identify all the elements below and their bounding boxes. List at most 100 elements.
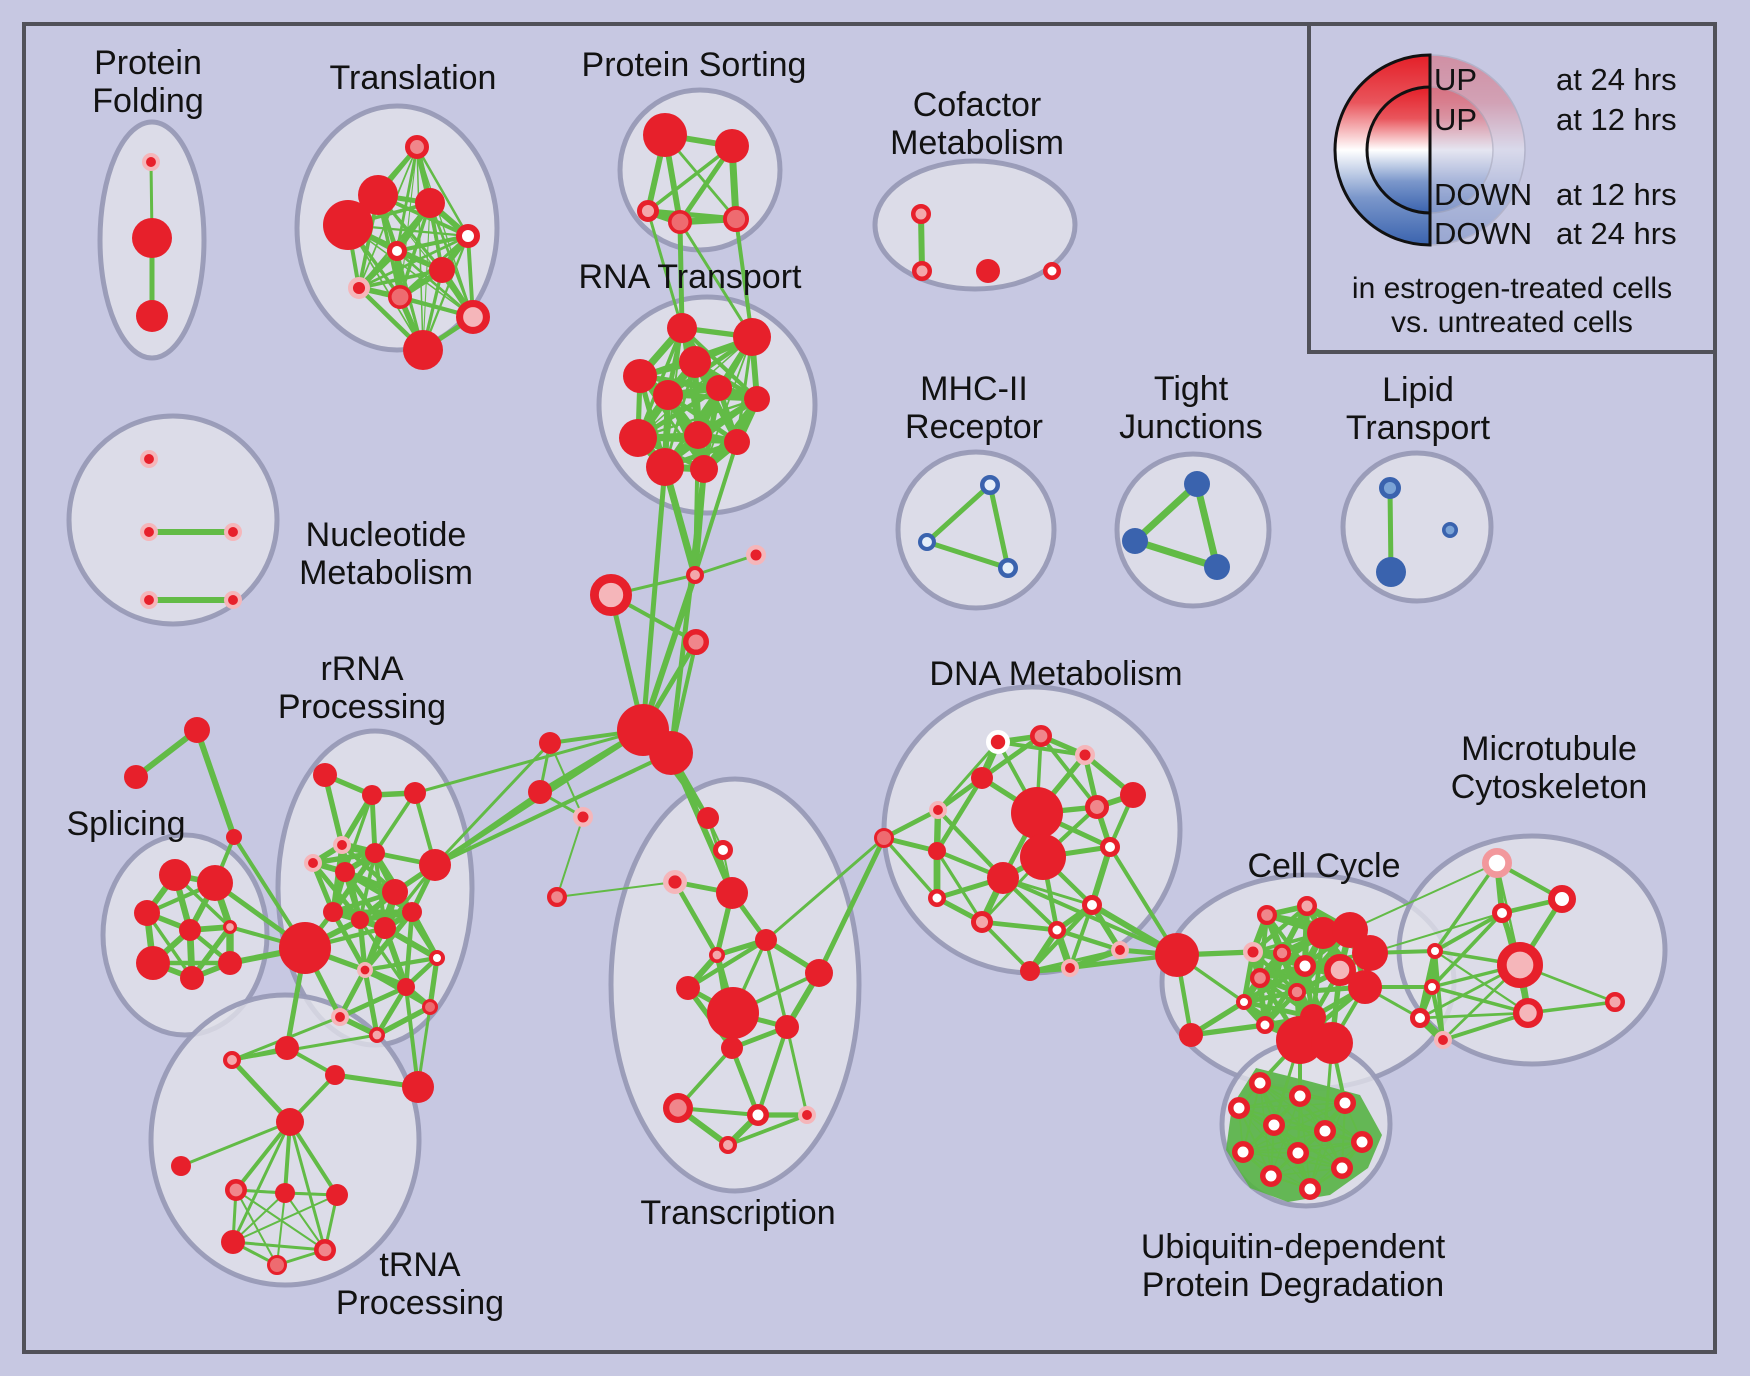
network-node-whiteCenter — [1256, 1016, 1274, 1034]
network-node-blueRing — [918, 533, 937, 552]
legend: UP at 24 hrs UP at 12 hrs DOWN at 12 hrs DOWN a… — [1307, 22, 1717, 354]
cluster-label-cf: Metabolism — [890, 124, 1064, 162]
cluster-label-cc: Cell Cycle — [1247, 847, 1400, 885]
network-node-red — [623, 359, 657, 393]
network-node-pinkRing — [222, 1051, 241, 1070]
network-node-red — [351, 911, 369, 929]
network-node-whiteCenter — [1100, 837, 1120, 857]
network-edge — [987, 482, 1011, 571]
network-node-whiteCenter — [1314, 1120, 1336, 1142]
network-node-whiteCenter — [1299, 1178, 1321, 1200]
network-node-whiteCenter — [429, 950, 445, 966]
network-node-pinkHalo — [356, 961, 373, 978]
network-node-whiteCenter — [387, 241, 407, 261]
network-edge — [934, 775, 985, 854]
network-node-salmonRing — [663, 1093, 694, 1124]
network-edge — [433, 741, 552, 867]
network-node-blue — [1376, 557, 1406, 587]
network-node-salmonRing — [546, 886, 567, 907]
network-node-pinkRing — [636, 200, 659, 223]
network-edge — [726, 1113, 809, 1147]
network-node-pinkHalo — [332, 836, 351, 855]
cluster-label-ub: Protein Degradation — [1142, 1266, 1444, 1304]
network-node-red — [528, 780, 552, 804]
network-node-red — [707, 987, 759, 1039]
network-node-red — [419, 849, 451, 881]
network-node-pinkHalo — [1075, 745, 1095, 765]
cluster-label-mc: Cytoskeleton — [1451, 768, 1648, 806]
cluster-label-pf: Folding — [92, 82, 204, 120]
network-node-red — [706, 375, 732, 401]
network-node-salmon — [422, 999, 438, 1015]
network-edge — [1270, 1102, 1346, 1177]
network-edge — [1188, 1022, 1268, 1038]
cluster-mh-region — [895, 449, 1057, 611]
network-node-red — [171, 1156, 191, 1176]
network-edge — [1028, 953, 1179, 973]
network-node-red — [402, 902, 422, 922]
network-node-pinkCenter — [456, 300, 491, 335]
network-node-red — [724, 429, 750, 455]
network-edge — [1433, 949, 1530, 1015]
network-node-red — [403, 330, 443, 370]
network-node-whiteCenter — [713, 840, 733, 860]
network-node-salmonRing — [1273, 944, 1292, 963]
legend-time-label: at 12 hrs — [1556, 177, 1677, 212]
network-node-pinkRingWhite — [1482, 848, 1512, 878]
network-edge — [1250, 903, 1310, 955]
network-edge — [404, 985, 420, 1089]
network-node-red — [323, 902, 343, 922]
network-edge — [924, 482, 993, 545]
network-edge — [924, 539, 1011, 571]
network-edge — [358, 146, 418, 289]
network-edge — [1238, 1107, 1343, 1169]
network-node-whiteCenter — [1228, 1097, 1250, 1119]
legend-direction-label: UP — [1434, 102, 1477, 137]
legend-box — [1307, 22, 1717, 354]
network-edge — [785, 1025, 809, 1117]
cluster-cf-region — [872, 158, 1078, 292]
network-edge — [677, 219, 685, 331]
network-node-whiteCenter — [1232, 1141, 1254, 1163]
network-edge — [672, 879, 720, 958]
network-node-red — [716, 877, 748, 909]
network-edge — [1430, 985, 1530, 1015]
cluster-label-dm: DNA Metabolism — [929, 655, 1182, 693]
network-edge — [373, 791, 417, 855]
network-node-whiteCenter — [1294, 955, 1316, 977]
network-edge — [1349, 862, 1498, 931]
network-edge — [882, 836, 939, 900]
network-edge — [693, 553, 758, 577]
network-node-red — [1311, 1022, 1353, 1064]
cluster-label-cf: Cofactor — [913, 86, 1042, 124]
network-node-whiteCenter — [747, 1104, 769, 1126]
network-node-whiteCenter — [1548, 885, 1576, 913]
network-edge — [1242, 1130, 1326, 1153]
network-node-salmonRing — [313, 1239, 336, 1262]
network-edge — [646, 144, 734, 213]
network-node-red — [1011, 787, 1063, 839]
network-node-blueRing — [998, 558, 1018, 578]
network-edge — [322, 772, 345, 848]
legend-caption: vs. untreated cells — [1391, 306, 1633, 339]
network-node-salmonRing — [1288, 983, 1307, 1002]
network-node-red — [987, 862, 1019, 894]
network-node-salmonRing — [1030, 724, 1053, 747]
network-node-whiteCenter — [1263, 1114, 1285, 1136]
network-node-red — [676, 976, 700, 1000]
network-node-blueRingFill — [1442, 521, 1459, 538]
network-edge — [330, 850, 378, 915]
network-node-red — [136, 300, 168, 332]
network-node-red — [275, 1183, 295, 1203]
network-node-red — [404, 782, 426, 804]
network-edge — [394, 233, 471, 254]
cluster-tj-region — [1114, 451, 1272, 609]
network-edge — [646, 209, 684, 330]
network-node-red — [374, 917, 396, 939]
network-edge — [357, 268, 444, 290]
network-node-red — [539, 732, 561, 754]
network-node-red — [221, 1230, 245, 1254]
cluster-label-ps: Protein Sorting — [582, 46, 807, 84]
